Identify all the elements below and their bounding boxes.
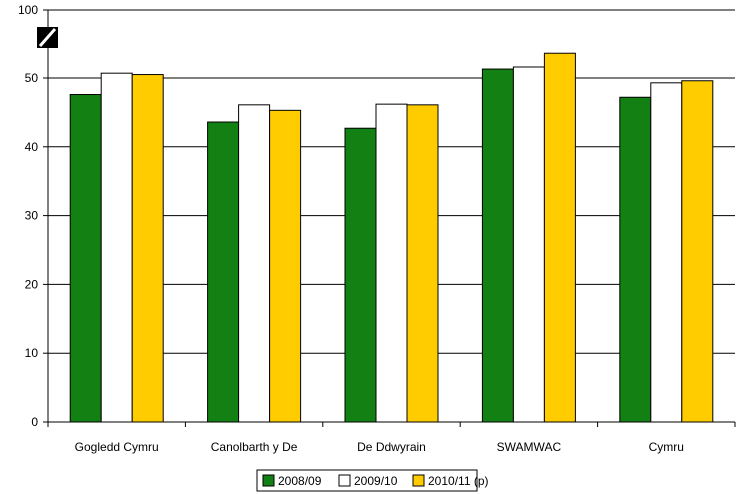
x-category-labels: Gogledd Cymru Canolbarth y De De Ddwyrain S… (75, 440, 684, 454)
bar-2010-11-p--cymru (681, 80, 714, 423)
axis-break-marker (37, 27, 58, 48)
bar-2009-10-canolbarth-y-de (238, 104, 271, 423)
legend-label: 2010/11 (p) (428, 474, 489, 488)
bar-2010-11-p--gogledd-cymru (131, 74, 164, 423)
legend: 2008/09 2009/10 2010/11 (p) (256, 469, 489, 492)
y-tick-label: 30 (25, 209, 39, 223)
legend-label: 2008/09 (278, 474, 322, 488)
legend-swatch (338, 474, 351, 487)
bar-2009-10-de-ddwyrain (375, 103, 408, 423)
legend-label: 2009/10 (354, 474, 398, 488)
y-tick-label: 10 (25, 346, 39, 360)
bar-2010-11-p--de-ddwyrain (406, 104, 439, 423)
x-category-label: Gogledd Cymru (75, 440, 159, 454)
y-tick-label: 50 (25, 71, 39, 85)
bar-2009-10-cymru (650, 82, 683, 423)
y-tick-labels: 0 10 20 30 40 50 100 (18, 3, 38, 429)
bar-2008-09-cymru (619, 96, 652, 423)
bar-2008-09-de-ddwyrain (344, 127, 377, 423)
legend-swatch (412, 474, 425, 487)
x-category-label: Cymru (649, 440, 684, 454)
x-category-label: Canolbarth y De (211, 440, 298, 454)
bars (69, 52, 714, 423)
bar-2010-11-p--canolbarth-y-de (269, 109, 302, 423)
bar-2008-09-swamwac (481, 68, 514, 423)
x-category-label: De Ddwyrain (357, 440, 426, 454)
bar-2009-10-swamwac (512, 66, 545, 423)
bar-2010-11-p--swamwac (543, 52, 576, 423)
axis-break-slash (38, 28, 57, 47)
y-tick-label: 20 (25, 277, 39, 291)
y-tick-label: 100 (18, 3, 38, 17)
x-category-label: SWAMWAC (497, 440, 562, 454)
bar-2009-10-gogledd-cymru (100, 72, 133, 423)
axes (43, 9, 736, 427)
legend-swatch (262, 474, 275, 487)
bar-2008-09-gogledd-cymru (69, 94, 102, 423)
bar-2008-09-canolbarth-y-de (207, 121, 240, 423)
y-tick-label: 40 (25, 140, 39, 154)
y-tick-label: 0 (31, 415, 38, 429)
